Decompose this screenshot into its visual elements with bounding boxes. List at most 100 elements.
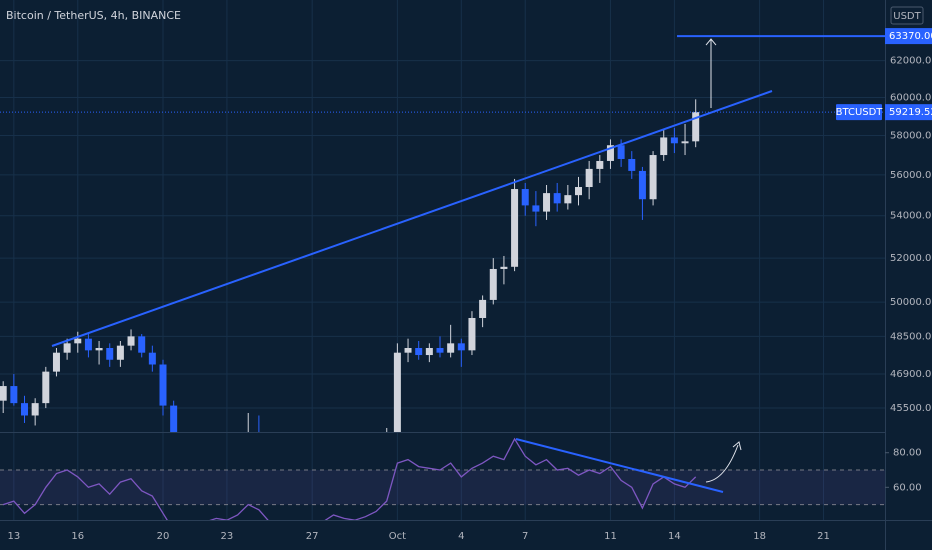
x-tick-label: 13 xyxy=(7,531,20,542)
candle-body xyxy=(373,461,380,469)
x-tick-label: 21 xyxy=(817,531,830,542)
candle-body xyxy=(170,405,178,432)
rsi-pane xyxy=(0,437,885,520)
candle-body xyxy=(245,441,252,454)
y-tick-label: 60000.00 xyxy=(890,92,932,103)
y-tick-label: 50000.00 xyxy=(890,297,932,308)
rsi-line xyxy=(2,437,697,520)
x-tick-label: 11 xyxy=(604,531,617,542)
target-box xyxy=(885,28,932,45)
candle-body xyxy=(543,193,551,212)
candle-body xyxy=(564,195,572,204)
candle-body xyxy=(52,352,60,372)
candle-body xyxy=(447,343,455,353)
candle-body xyxy=(159,364,167,406)
currency: USDT xyxy=(893,11,921,22)
y-tick-label: 54000.00 xyxy=(890,211,932,222)
candle-body xyxy=(116,345,124,360)
candle-body xyxy=(42,371,50,404)
x-tick-label: 4 xyxy=(458,531,464,542)
candle-body xyxy=(148,352,156,365)
candle-body xyxy=(21,403,29,416)
candle-body xyxy=(521,189,529,206)
candle-body xyxy=(31,403,39,416)
candle-body xyxy=(63,343,71,353)
candle-body xyxy=(74,338,82,344)
candle-body xyxy=(404,347,412,353)
candle-body xyxy=(106,347,114,360)
candle-body xyxy=(628,158,636,171)
y-tick-label: 46900.00 xyxy=(890,369,932,380)
candle-body xyxy=(266,446,273,464)
rsi-tick-label: 60.00 xyxy=(893,482,922,493)
candle-body xyxy=(255,441,262,446)
grid xyxy=(0,0,885,520)
target-arrow-head xyxy=(705,38,717,46)
candle-body xyxy=(457,343,465,351)
candle-body xyxy=(574,187,582,196)
candle-body xyxy=(617,145,625,159)
candle-body xyxy=(10,386,18,404)
candle-body xyxy=(670,137,678,144)
rsi-arrow xyxy=(705,444,739,483)
candle-body xyxy=(692,112,700,142)
last-price-label: 59219.52 xyxy=(889,107,932,118)
candle-body xyxy=(393,352,401,432)
x-tick-label: 7 xyxy=(522,531,528,542)
candle-body xyxy=(479,299,487,318)
candle-body xyxy=(585,168,593,188)
candle-body xyxy=(553,193,561,204)
symbol-label: BTCUSDT xyxy=(836,107,884,118)
candle-body xyxy=(415,347,423,356)
y-tick-label: 48500.00 xyxy=(890,331,932,342)
candle-body xyxy=(181,464,188,469)
candle-body xyxy=(638,170,646,200)
last-price-box xyxy=(885,104,932,121)
x-tick-label: 16 xyxy=(71,531,84,542)
x-tick-label: 27 xyxy=(306,531,319,542)
candle-body xyxy=(138,336,146,353)
candle-body xyxy=(660,137,668,156)
x-tick-label: 14 xyxy=(668,531,681,542)
candle-body xyxy=(425,347,433,356)
y-tick-label: 62000.00 xyxy=(890,56,932,67)
symbol-box xyxy=(836,104,882,121)
drawings xyxy=(51,35,885,493)
y-tick-label: 58000.00 xyxy=(890,131,932,142)
target-label: 63370.00 xyxy=(889,31,932,42)
candle-body xyxy=(383,438,390,461)
currency-box xyxy=(890,6,924,25)
rsi-tick-label: 80.00 xyxy=(893,448,922,459)
trend-line xyxy=(51,90,773,347)
y-tick-label: 45500.00 xyxy=(890,403,932,414)
x-tick-label: 20 xyxy=(157,531,170,542)
x-tick-label: 23 xyxy=(221,531,234,542)
candle-body xyxy=(468,317,476,351)
rsi-arrow-head xyxy=(732,441,742,451)
y-tick-label: 56000.00 xyxy=(890,170,932,181)
candle-body xyxy=(596,160,604,169)
candle-body xyxy=(606,145,614,161)
candle-body xyxy=(127,336,135,346)
candle-body xyxy=(436,347,444,353)
y-tick-label: 52000.00 xyxy=(890,253,932,264)
candle-body xyxy=(95,347,103,351)
rsi-trend-line xyxy=(515,438,724,493)
candle-body xyxy=(0,386,7,401)
candle-body xyxy=(341,459,348,467)
candle-body xyxy=(489,268,497,300)
candle-body xyxy=(84,338,92,351)
chart-title: Bitcoin / TetherUS, 4h, BINANCE xyxy=(6,9,181,22)
candle-body xyxy=(234,453,241,461)
price-pane xyxy=(0,99,885,469)
candle-body xyxy=(511,189,519,267)
candle-body xyxy=(649,155,657,200)
candle-body xyxy=(532,205,540,212)
rsi-band xyxy=(0,470,885,505)
candle-body xyxy=(500,266,508,269)
x-tick-label: 18 xyxy=(753,531,766,542)
candle-body xyxy=(213,459,220,464)
axes: 13 16 20 23 27 Oct 4 7 11 14 18 21 45500.00 46900.00 4… xyxy=(7,28,932,542)
